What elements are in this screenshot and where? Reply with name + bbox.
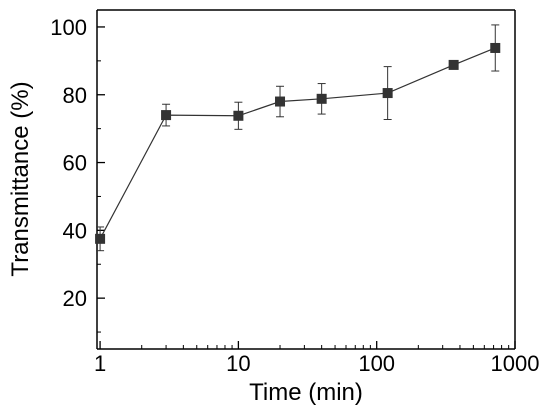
data-point — [316, 93, 327, 104]
x-tick-label: 100 — [358, 351, 395, 376]
y-tick-label: 80 — [63, 83, 87, 108]
y-ticks: 20 40 60 80 100 — [50, 15, 105, 333]
data-point — [95, 233, 106, 244]
x-ticks: 1 10 100 1000 — [94, 341, 540, 376]
x-tick-label: 1 — [94, 351, 106, 376]
data-series — [95, 24, 501, 252]
x-tick-label: 10 — [226, 351, 250, 376]
data-point — [233, 110, 244, 121]
data-point — [275, 96, 286, 107]
y-tick-label: 20 — [63, 286, 87, 311]
y-tick-label: 60 — [63, 151, 87, 176]
y-axis-title: Transmittance (%) — [7, 81, 34, 276]
data-point — [490, 42, 501, 53]
data-point — [448, 59, 459, 70]
x-axis-title: Time (min) — [249, 379, 363, 406]
x-tick-label: 1000 — [491, 351, 540, 376]
data-point — [382, 88, 393, 99]
plot-area: 1 10 100 1000 20 40 60 80 100 — [50, 9, 540, 376]
series-line — [99, 47, 496, 240]
y-tick-label: 40 — [63, 218, 87, 243]
y-tick-label: 100 — [50, 15, 87, 40]
data-point — [161, 110, 172, 121]
